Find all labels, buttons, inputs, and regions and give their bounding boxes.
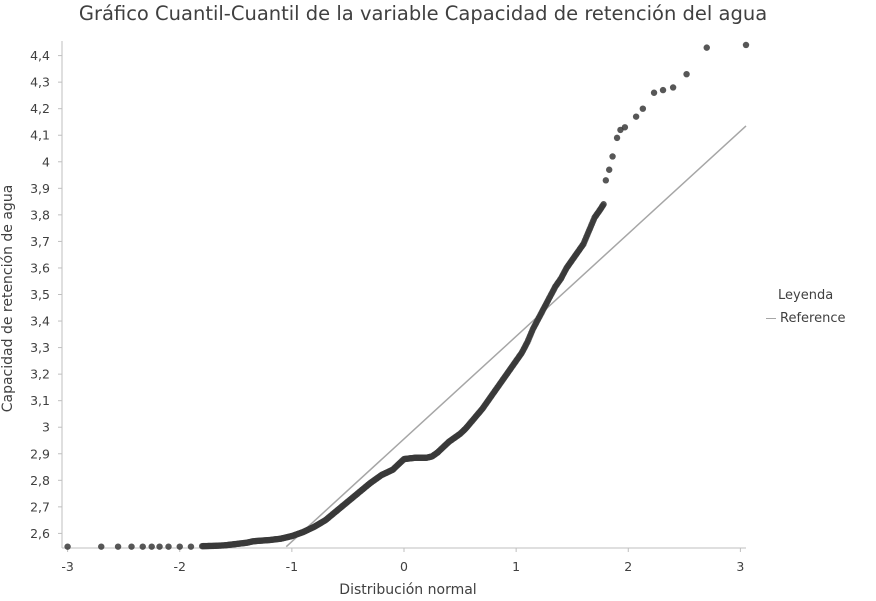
y-tick-label: 3,7 (30, 234, 50, 249)
y-tick-label: 4 (42, 154, 50, 169)
x-axis-ticks: -3 -2 -1 0 1 2 3 (61, 548, 744, 574)
y-tick-label: 2,9 (30, 446, 50, 461)
data-point (600, 201, 607, 208)
x-tick-label: 0 (400, 559, 408, 574)
data-point (742, 41, 750, 49)
x-tick-label: -2 (174, 559, 186, 574)
y-tick-label: 2,7 (30, 499, 50, 514)
y-tick-label: 4,3 (30, 75, 50, 90)
data-point (639, 105, 647, 112)
legend-label-reference: Reference (780, 311, 846, 326)
data-point (64, 543, 71, 550)
data-point (621, 124, 629, 131)
data-point (669, 84, 677, 91)
x-tick-label: 2 (624, 559, 632, 574)
data-point (139, 543, 146, 550)
data-point (659, 86, 667, 94)
data-point (602, 177, 610, 184)
y-tick-label: 4,2 (30, 101, 50, 116)
y-tick-label: 4,1 (30, 128, 50, 143)
data-point (98, 543, 105, 550)
x-axis-label: Distribución normal (339, 582, 476, 598)
data-point (128, 543, 135, 550)
data-point (683, 70, 690, 78)
data-point (165, 543, 172, 550)
data-point (650, 89, 658, 96)
chart-title: Gráfico Cuantil-Cuantil de la variable C… (78, 2, 768, 25)
x-tick-label: -1 (286, 559, 298, 574)
y-tick-label: 3,9 (30, 181, 50, 196)
y-tick-label: 3,1 (30, 393, 50, 408)
y-tick-label: 3,6 (30, 260, 50, 275)
y-tick-label: 2,6 (30, 526, 50, 541)
y-tick-label: 3,5 (30, 287, 50, 302)
y-tick-label: 3,2 (30, 367, 50, 382)
y-tick-label: 3,8 (30, 207, 50, 222)
x-tick-label: -3 (61, 559, 73, 574)
y-tick-label: 4,4 (30, 48, 50, 63)
data-point (176, 543, 183, 550)
data-point (613, 134, 621, 142)
data-point (703, 44, 710, 51)
y-tick-label: 3 (42, 420, 50, 435)
x-tick-label: 3 (736, 559, 744, 574)
reference-line (285, 125, 747, 548)
data-points (64, 41, 750, 550)
y-tick-label: 3,4 (30, 314, 50, 329)
legend-title: Leyenda (778, 288, 834, 303)
axes (61, 41, 746, 549)
legend-entry-reference: Reference (766, 311, 845, 326)
data-point (632, 113, 640, 120)
data-point (187, 543, 195, 550)
y-tick-label: 3,3 (30, 340, 50, 355)
data-point (609, 153, 616, 160)
data-point (114, 543, 122, 550)
data-point (606, 166, 613, 173)
legend: Leyenda Reference (766, 288, 845, 326)
y-tick-label: 2,8 (30, 473, 50, 488)
legend-swatch-reference (766, 318, 776, 319)
y-axis-label: Capacidad de retención de agua (0, 185, 16, 413)
y-axis-ticks: 2,6 2,7 2,8 2,9 3 3,1 3,2 3,3 3,4 3,5 3,6 3,7 3,8 3,9… (30, 48, 62, 541)
x-tick-label: 1 (512, 559, 520, 574)
data-point (156, 543, 163, 550)
data-point (148, 543, 155, 550)
